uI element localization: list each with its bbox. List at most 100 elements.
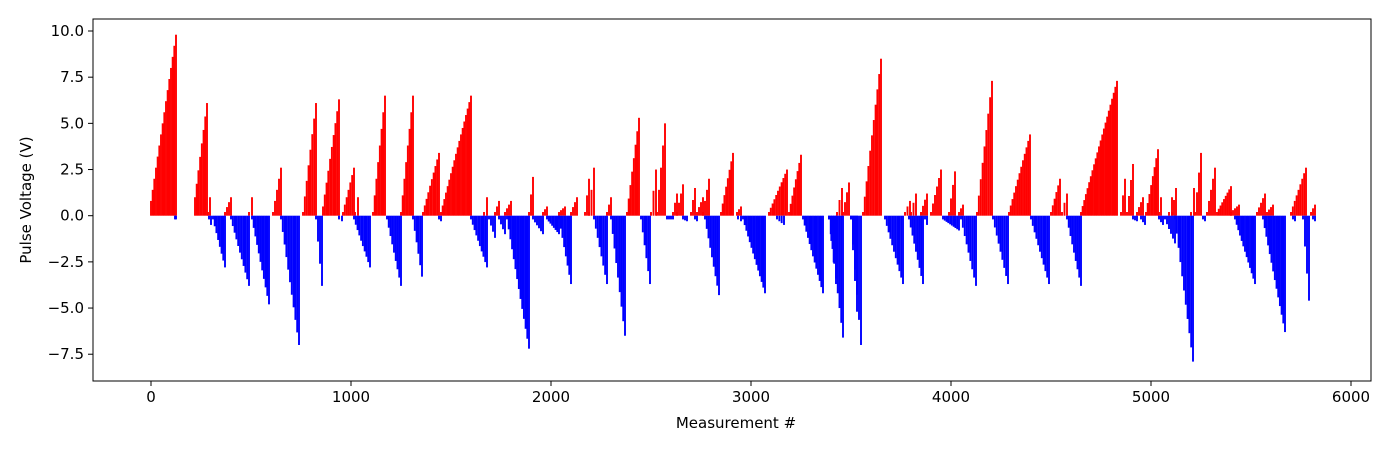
positive-pulse-bar xyxy=(1055,192,1058,216)
negative-pulse-bar xyxy=(684,215,686,221)
negative-pulse-bar xyxy=(570,215,572,285)
positive-pulse-bar xyxy=(564,206,566,216)
negative-pulse-bar xyxy=(810,215,813,251)
negative-pulse-bar xyxy=(922,215,924,285)
negative-pulse-bar xyxy=(1030,215,1032,220)
negative-pulse-bar xyxy=(248,215,250,286)
negative-pulse-bar xyxy=(421,215,423,277)
positive-pulse-bar xyxy=(443,199,446,216)
positive-pulse-bar xyxy=(915,193,917,216)
positive-pulse-bar xyxy=(158,145,161,216)
negative-pulse-bar xyxy=(1312,215,1314,220)
positive-pulse-bar xyxy=(1190,212,1192,216)
negative-pulse-bar xyxy=(1005,215,1008,276)
positive-pulse-bar xyxy=(1136,212,1138,216)
positive-pulse-bar xyxy=(638,117,640,216)
positive-pulse-bar xyxy=(194,197,196,216)
negative-pulse-bar xyxy=(617,215,619,278)
positive-pulse-bar xyxy=(773,199,776,216)
positive-pulse-bar xyxy=(702,197,704,216)
negative-pulse-bar xyxy=(1239,215,1241,236)
negative-pulse-bar xyxy=(386,215,388,220)
positive-pulse-bar xyxy=(1146,203,1149,216)
positive-pulse-bar xyxy=(586,195,588,216)
negative-pulse-bar xyxy=(396,215,399,270)
negative-pulse-bar xyxy=(822,215,824,294)
negative-pulse-bar xyxy=(611,215,614,234)
positive-pulse-bar xyxy=(954,171,956,216)
negative-pulse-bar xyxy=(1071,215,1074,245)
positive-pulse-bar xyxy=(848,182,850,216)
positive-pulse-bar xyxy=(207,212,209,216)
positive-pulse-bar xyxy=(438,152,440,216)
negative-pulse-bar xyxy=(593,215,595,220)
negative-pulse-bar xyxy=(1278,215,1281,307)
plot-frame xyxy=(92,18,1372,382)
positive-pulse-bar xyxy=(1291,206,1294,216)
negative-pulse-bar xyxy=(528,215,530,349)
negative-pulse-bar xyxy=(287,215,290,270)
negative-pulse-bar xyxy=(244,215,247,273)
positive-pulse-bar xyxy=(173,45,176,216)
positive-pulse-bar xyxy=(572,207,574,216)
positive-pulse-bar xyxy=(932,203,934,216)
positive-pulse-bar xyxy=(871,135,873,216)
negative-pulse-bar xyxy=(1237,215,1240,231)
negative-pulse-bar xyxy=(1234,215,1236,220)
positive-pulse-bar xyxy=(976,212,978,216)
positive-pulse-bar xyxy=(1214,167,1216,216)
positive-pulse-bar xyxy=(209,197,211,216)
positive-pulse-bar xyxy=(378,145,381,216)
positive-pulse-bar xyxy=(700,202,702,216)
negative-pulse-bar xyxy=(999,215,1002,252)
positive-pulse-bar xyxy=(796,171,799,216)
positive-pulse-bar xyxy=(906,206,909,216)
positive-pulse-bar xyxy=(842,212,844,216)
negative-pulse-bar xyxy=(1033,215,1036,233)
positive-pulse-bar xyxy=(451,166,454,216)
negative-pulse-bar xyxy=(356,215,359,231)
positive-pulse-bar xyxy=(1051,205,1054,216)
negative-pulse-bar xyxy=(1162,215,1164,225)
negative-pulse-bar xyxy=(1267,215,1270,246)
positive-pulse-bar xyxy=(1297,189,1300,216)
negative-pulse-bar xyxy=(718,215,720,296)
positive-pulse-bar xyxy=(1084,194,1087,216)
negative-pulse-bar xyxy=(1170,215,1172,234)
negative-pulse-bar xyxy=(884,215,886,220)
positive-pulse-bar xyxy=(1099,140,1102,216)
positive-pulse-bar xyxy=(608,204,610,216)
positive-pulse-bar xyxy=(372,212,374,216)
positive-pulse-bar xyxy=(1168,212,1170,216)
positive-pulse-bar xyxy=(1198,172,1200,216)
negative-pulse-bar xyxy=(208,215,210,220)
negative-pulse-bar xyxy=(840,215,843,323)
negative-pulse-bar xyxy=(833,215,836,264)
positive-pulse-bar xyxy=(327,170,330,216)
positive-pulse-bar xyxy=(307,165,310,216)
positive-pulse-bar xyxy=(546,206,548,216)
positive-pulse-bar xyxy=(1096,152,1099,216)
negative-pulse-bar xyxy=(1080,215,1082,286)
positive-pulse-bar xyxy=(1290,212,1292,216)
positive-pulse-bar xyxy=(662,145,664,216)
negative-pulse-bar xyxy=(854,215,856,270)
negative-pulse-bar xyxy=(647,215,650,272)
positive-pulse-bar xyxy=(278,178,280,216)
positive-pulse-bar xyxy=(1221,202,1224,216)
negative-pulse-bar xyxy=(1160,215,1162,223)
negative-pulse-bar xyxy=(1031,215,1034,226)
positive-pulse-bar xyxy=(458,140,461,216)
positive-pulse-bar xyxy=(338,99,340,216)
negative-pulse-bar xyxy=(504,215,506,235)
positive-pulse-bar xyxy=(1023,153,1026,216)
negative-pulse-bar xyxy=(363,215,366,252)
negative-pulse-bar xyxy=(1048,215,1050,285)
negative-pulse-bar xyxy=(1037,215,1040,246)
negative-pulse-bar xyxy=(280,215,282,220)
negative-pulse-bar xyxy=(743,215,746,226)
negative-pulse-bar xyxy=(805,215,808,232)
positive-pulse-bar xyxy=(778,186,781,216)
negative-pulse-bar xyxy=(471,215,474,225)
positive-pulse-bar xyxy=(788,212,790,216)
